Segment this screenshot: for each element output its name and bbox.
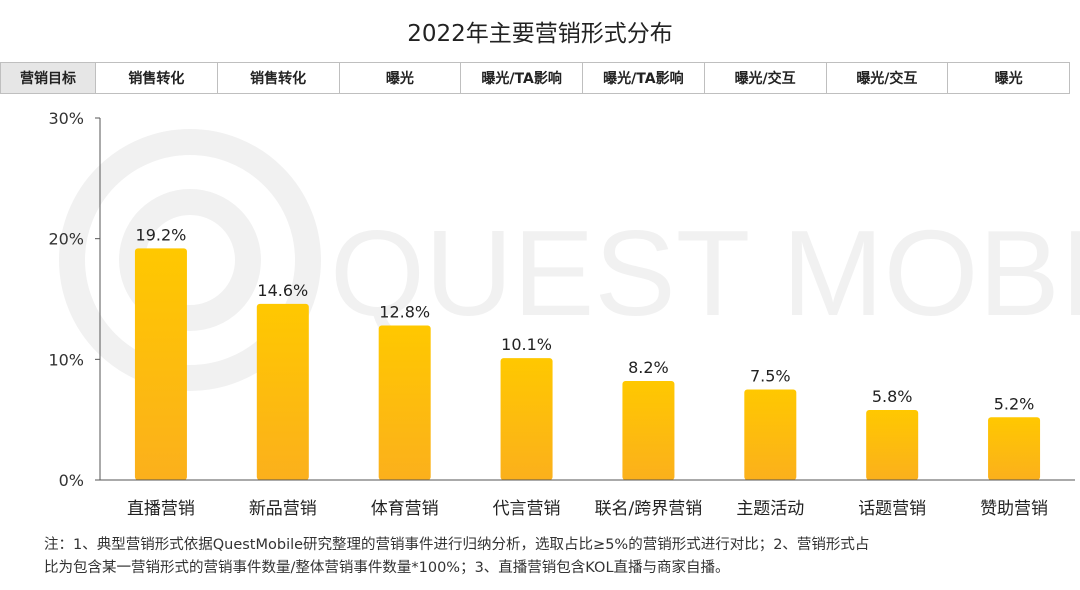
goal-cell: 曝光/TA影响 [583,62,705,94]
footnote-line-1: 注：1、典型营销形式依据QuestMobile研究整理的营销事件进行归纳分析，选… [44,537,870,553]
y-tick-label: 0% [59,471,84,490]
bar [988,417,1041,480]
bar-value-label: 14.6% [257,281,308,300]
bars: 19.2% 14.6% 12.8% 10.1% 8.2% 7.5% 5.8% 5.2% [134,225,1041,480]
x-tick-label: 新品营销 [249,499,317,519]
x-axis: 直播营销 新品营销 体育营销 代言营销 联名/跨界营销 主题活动 话题营销 赞助营销 [100,479,1075,519]
bar [622,381,675,480]
goal-cell: 销售转化 [96,62,218,94]
bar-value-label: 8.2% [628,358,669,377]
x-tick-label: 联名/跨界营销 [595,499,703,519]
bar [378,325,431,480]
x-tick-label: 话题营销 [858,499,926,519]
x-tick-label: 体育营销 [371,499,439,519]
bar-value-label: 12.8% [379,303,430,322]
goal-cell: 曝光/交互 [826,62,949,94]
goal-cell: 曝光/交互 [704,62,827,94]
bar-value-label: 7.5% [750,367,791,386]
bar [500,358,553,480]
goal-cell: 销售转化 [217,62,340,94]
bar-value-label: 5.8% [872,387,913,406]
y-axis: 0% 10% 20% 30% [48,109,101,490]
y-tick-label: 20% [48,230,84,249]
footnote-line-2: 比为包含某一营销形式的营销事件数量/整体营销事件数量*100%；3、直播营销包含… [44,560,730,576]
marketing-goal-label: 营销目标 [0,62,96,94]
goal-cell: 曝光/TA影响 [461,62,583,94]
x-tick-label: 主题活动 [736,499,804,519]
y-tick-label: 10% [48,350,84,369]
goal-cell: 曝光 [948,62,1070,94]
goal-cell: 曝光 [339,62,462,94]
bar [866,410,919,480]
bar-value-label: 5.2% [994,394,1035,413]
bar-chart: 0% 10% 20% 30% 19.2% 14.6% 12.8% 10.1% 8.2% 7.5%… [48,109,1075,519]
bar [256,303,309,480]
x-tick-label: 直播营销 [127,499,195,519]
bar-value-label: 19.2% [136,225,187,244]
x-tick-label: 赞助营销 [980,499,1048,519]
bar [134,248,187,480]
footnote: 注：1、典型营销形式依据QuestMobile研究整理的营销事件进行归纳分析，选… [44,534,1064,580]
x-tick-label: 代言营销 [493,499,561,519]
y-tick-label: 30% [48,109,84,128]
bar [744,389,797,480]
bar-value-label: 10.1% [501,335,552,354]
marketing-goal-row: 营销目标 销售转化 销售转化 曝光 曝光/TA影响 曝光/TA影响 曝光/交互 … [0,62,1070,94]
chart-title: 2022年主要营销形式分布 [407,21,673,47]
